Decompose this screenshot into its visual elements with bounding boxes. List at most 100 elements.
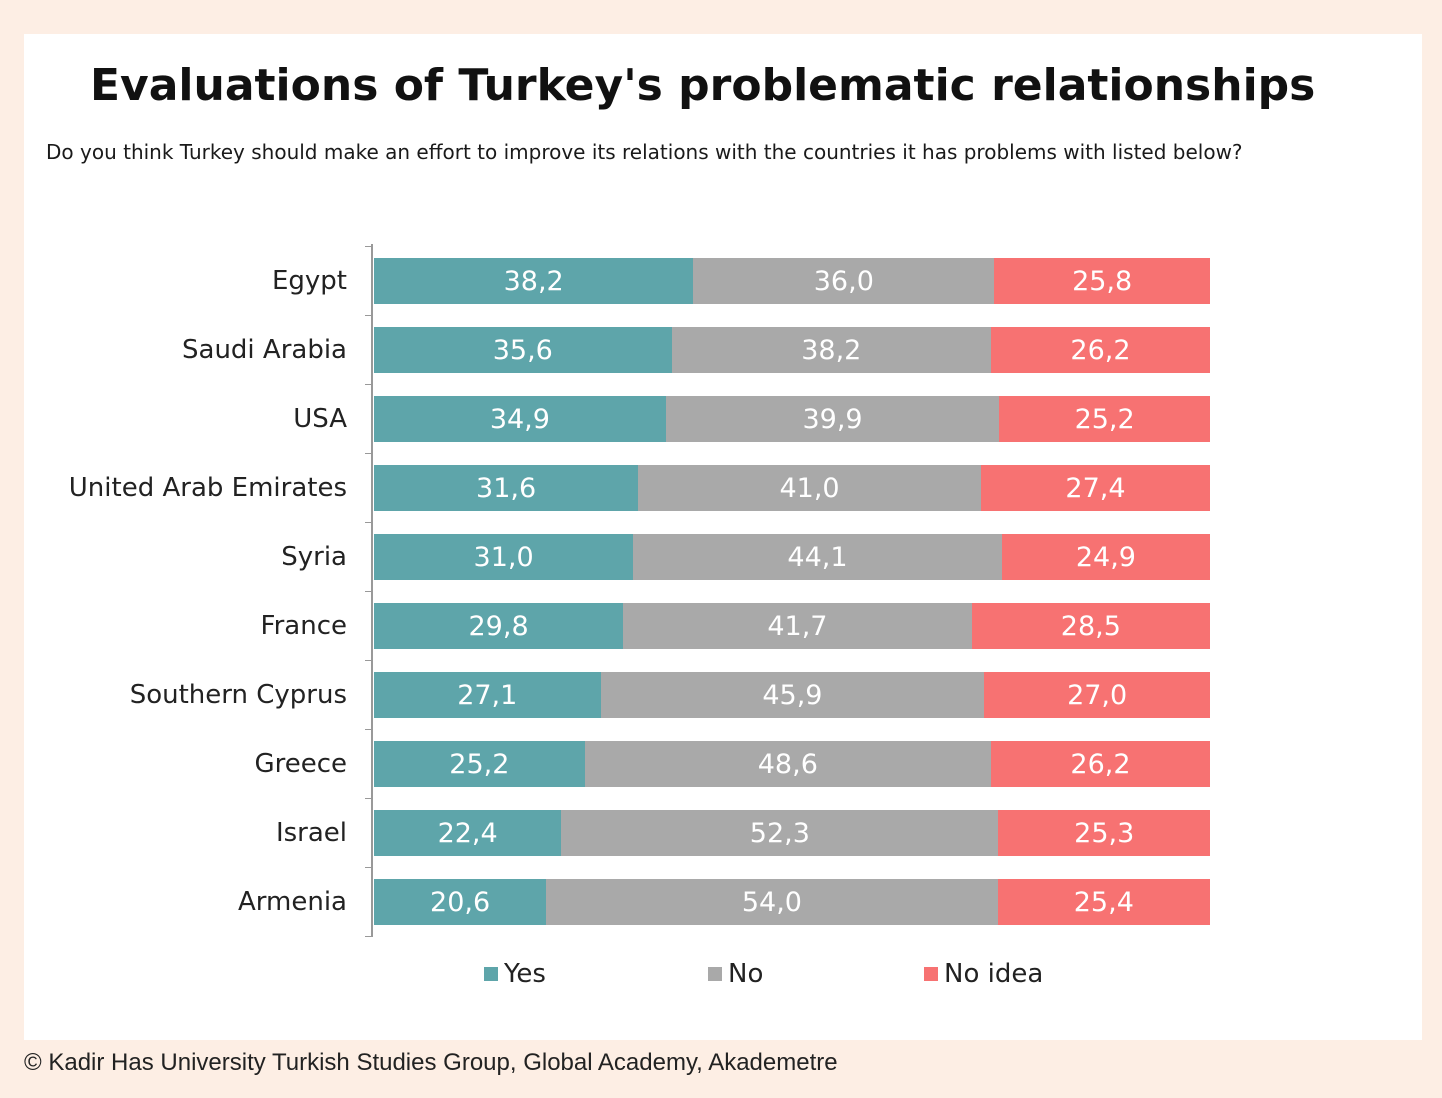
- category-label: Saudi Arabia: [182, 335, 347, 365]
- data-label: 52,3: [749, 817, 810, 849]
- bar-segment-yes: 22,4: [374, 810, 562, 856]
- bar-row: 22,4 52,3 25,3: [374, 810, 1210, 856]
- legend-label: No idea: [944, 959, 1044, 989]
- category-label: United Arab Emirates: [68, 473, 347, 503]
- bar-segment-yes: 29,8: [374, 603, 624, 649]
- data-label: 29,8: [468, 610, 529, 642]
- bar-segment-no-idea: 25,8: [994, 258, 1210, 304]
- data-label: 22,4: [437, 817, 498, 849]
- axis-tick: [365, 246, 373, 247]
- legend-item: Yes: [484, 954, 546, 994]
- bar-row: 31,6 41,0 27,4: [374, 465, 1210, 511]
- bar-segment-no-idea: 28,5: [971, 603, 1210, 649]
- bar-segment-no: 41,7: [623, 603, 972, 649]
- axis-tick: [365, 660, 373, 661]
- bar-segment-no: 38,2: [671, 327, 991, 373]
- bar-segment-yes: 27,1: [374, 672, 601, 718]
- axis-tick: [365, 384, 373, 385]
- data-label: 38,2: [801, 334, 862, 366]
- bar-segment-no-idea: 25,2: [999, 396, 1210, 442]
- data-label: 41,0: [779, 472, 840, 504]
- category-label: USA: [293, 404, 347, 434]
- bar-segment-no: 48,6: [584, 741, 991, 787]
- axis-tick: [365, 591, 373, 592]
- category-axis: [371, 244, 373, 936]
- axis-tick: [365, 936, 373, 937]
- bar-row: 38,2 36,0 25,8: [374, 258, 1210, 304]
- data-label: 27,1: [457, 679, 518, 711]
- bar-row: 34,9 39,9 25,2: [374, 396, 1210, 442]
- legend-swatch: [708, 967, 722, 981]
- bar-row: 29,8 41,7 28,5: [374, 603, 1210, 649]
- bar-segment-no: 44,1: [633, 534, 1002, 580]
- bar-segment-no-idea: 26,2: [990, 741, 1210, 787]
- legend-label: No: [728, 959, 764, 989]
- category-label: Southern Cyprus: [129, 680, 347, 710]
- data-label: 36,0: [813, 265, 874, 297]
- bar-segment-no-idea: 27,0: [984, 672, 1210, 718]
- legend-item: No: [708, 954, 763, 994]
- data-label: 44,1: [787, 541, 848, 573]
- data-label: 25,8: [1072, 265, 1133, 297]
- data-label: 35,6: [492, 334, 553, 366]
- data-label: 26,2: [1070, 748, 1131, 780]
- data-label: 41,7: [767, 610, 828, 642]
- category-label: Egypt: [271, 266, 347, 296]
- category-label: Syria: [281, 542, 347, 572]
- bar-row: 31,0 44,1 24,9: [374, 534, 1210, 580]
- bar-segment-yes: 35,6: [374, 327, 672, 373]
- data-label: 38,2: [503, 265, 564, 297]
- bar-segment-no: 41,0: [638, 465, 981, 511]
- data-label: 25,3: [1074, 817, 1135, 849]
- category-label: Greece: [254, 749, 347, 779]
- chart-title: Evaluations of Turkey's problematic rela…: [90, 60, 1316, 111]
- data-label: 45,9: [762, 679, 823, 711]
- data-label: 27,4: [1065, 472, 1126, 504]
- bar-row: 27,1 45,9 27,0: [374, 672, 1210, 718]
- data-label: 24,9: [1075, 541, 1136, 573]
- data-label: 31,6: [476, 472, 537, 504]
- bar-segment-yes: 31,6: [374, 465, 639, 511]
- axis-tick: [365, 315, 373, 316]
- data-label: 25,4: [1073, 886, 1134, 918]
- data-label: 28,5: [1060, 610, 1121, 642]
- bar-segment-no: 39,9: [665, 396, 1000, 442]
- axis-tick: [365, 522, 373, 523]
- axis-tick: [365, 729, 373, 730]
- category-label: Israel: [275, 818, 347, 848]
- bar-segment-no-idea: 26,2: [990, 327, 1210, 373]
- chart-card: Evaluations of Turkey's problematic rela…: [24, 34, 1422, 1040]
- data-label: 31,0: [473, 541, 534, 573]
- bar-segment-no-idea: 25,4: [997, 879, 1210, 925]
- axis-tick: [365, 867, 373, 868]
- legend-swatch: [924, 967, 938, 981]
- bar-segment-no-idea: 27,4: [980, 465, 1210, 511]
- data-label: 39,9: [802, 403, 863, 435]
- bar-segment-no: 45,9: [600, 672, 985, 718]
- data-label: 25,2: [1074, 403, 1135, 435]
- data-label: 54,0: [741, 886, 802, 918]
- bar-segment-no: 52,3: [561, 810, 999, 856]
- data-label: 26,2: [1070, 334, 1131, 366]
- bar-segment-yes: 34,9: [374, 396, 666, 442]
- bar-row: 25,2 48,6 26,2: [374, 741, 1210, 787]
- data-label: 20,6: [430, 886, 491, 918]
- data-label: 25,2: [449, 748, 510, 780]
- bar-segment-yes: 25,2: [374, 741, 585, 787]
- bar-segment-no: 36,0: [693, 258, 995, 304]
- legend-label: Yes: [504, 959, 546, 989]
- category-label: France: [260, 611, 347, 641]
- bar-segment-yes: 31,0: [374, 534, 634, 580]
- bar-segment-no-idea: 24,9: [1001, 534, 1210, 580]
- chart-subtitle: Do you think Turkey should make an effor…: [46, 140, 1243, 164]
- axis-tick: [365, 453, 373, 454]
- category-label: Armenia: [238, 887, 347, 917]
- axis-tick: [365, 798, 373, 799]
- bar-row: 20,6 54,0 25,4: [374, 879, 1210, 925]
- legend-swatch: [484, 967, 498, 981]
- data-label: 48,6: [757, 748, 818, 780]
- bar-segment-no: 54,0: [546, 879, 998, 925]
- bar-segment-yes: 20,6: [374, 879, 547, 925]
- bar-segment-yes: 38,2: [374, 258, 694, 304]
- legend-item: No idea: [924, 954, 1043, 994]
